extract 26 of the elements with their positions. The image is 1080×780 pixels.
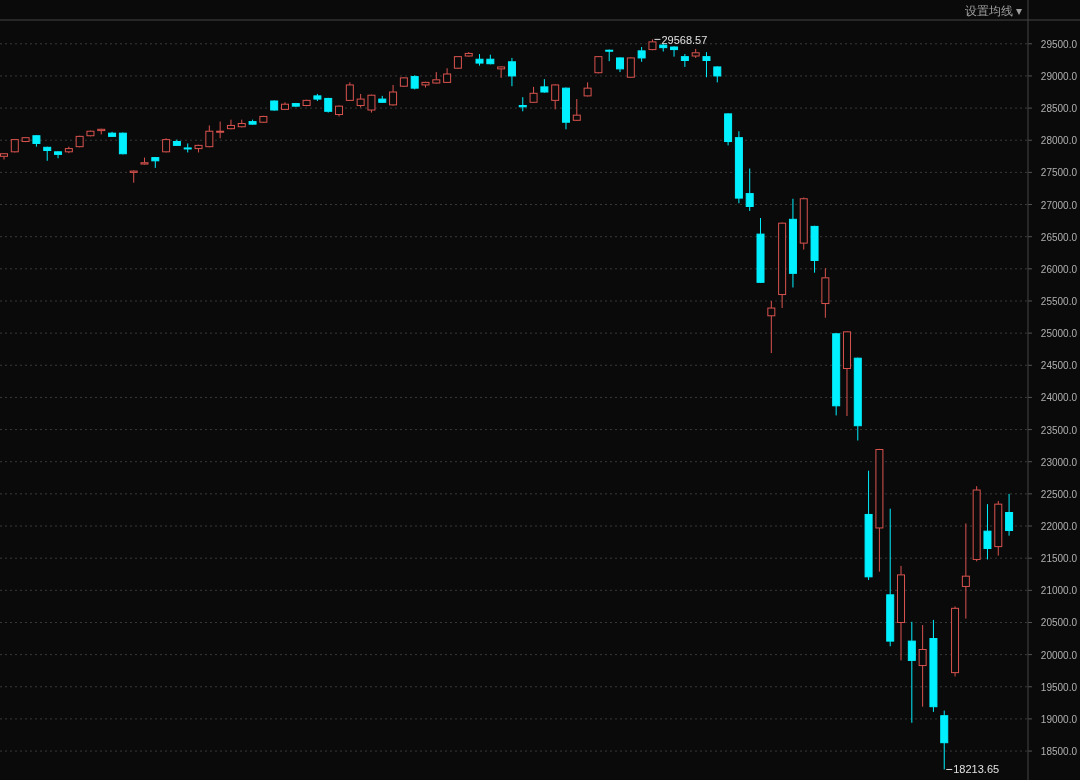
y-tick-label: 25000.0 xyxy=(1040,328,1078,340)
y-tick-label: 23000.0 xyxy=(1040,456,1078,468)
y-tick-label: 18500.0 xyxy=(1040,746,1078,758)
y-tick-label: 25500.0 xyxy=(1040,295,1078,307)
y-tick-label: 21500.0 xyxy=(1040,553,1078,565)
y-tick-label: 29500.0 xyxy=(1040,38,1078,50)
y-tick-label: 27500.0 xyxy=(1040,167,1078,179)
y-tick-label: 19500.0 xyxy=(1040,681,1078,693)
y-tick-label: 23500.0 xyxy=(1040,424,1078,436)
y-tick-label: 24500.0 xyxy=(1040,360,1078,372)
y-tick-label: 26000.0 xyxy=(1040,263,1078,275)
annotation: 29568.57 xyxy=(661,34,708,47)
y-tick-label: 21000.0 xyxy=(1040,585,1078,597)
y-tick-label: 29000.0 xyxy=(1040,70,1078,82)
y-tick-label: 26500.0 xyxy=(1040,231,1078,243)
annotation: 18213.65 xyxy=(953,763,1000,776)
y-tick-label: 19000.0 xyxy=(1040,713,1078,725)
annotation: 设置均线 ▾ xyxy=(964,4,1022,18)
y-tick-label: 20500.0 xyxy=(1040,617,1078,629)
y-tick-label: 28000.0 xyxy=(1040,135,1078,147)
y-tick-label: 22000.0 xyxy=(1040,521,1078,533)
y-tick-label: 27000.0 xyxy=(1040,199,1078,211)
y-tick-label: 24000.0 xyxy=(1040,392,1078,404)
y-tick-label: 20000.0 xyxy=(1040,649,1078,661)
y-tick-label: 28500.0 xyxy=(1040,103,1078,115)
y-tick-label: 22500.0 xyxy=(1040,488,1078,500)
